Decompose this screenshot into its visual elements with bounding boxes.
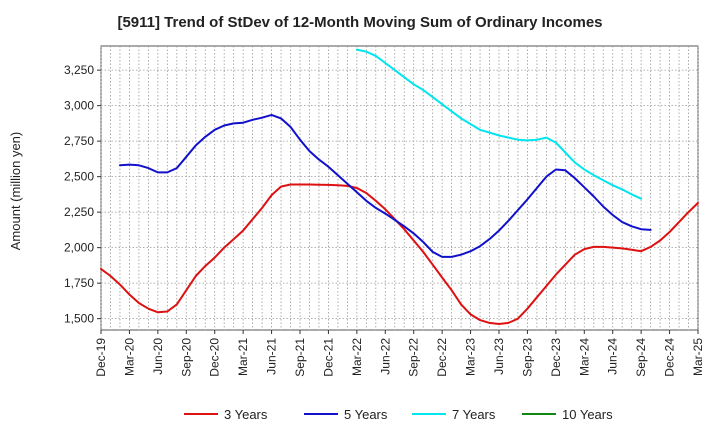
x-tick-label: Mar-20 <box>122 338 136 376</box>
x-tick-label: Dec-20 <box>208 338 222 377</box>
x-tick-label: Mar-22 <box>350 338 364 376</box>
x-tick-label: Jun-22 <box>378 338 392 375</box>
legend-label-3-years: 3 Years <box>224 407 268 422</box>
y-axis-title: Amount (million yen) <box>8 132 23 251</box>
x-tick-label: Mar-24 <box>577 338 591 376</box>
x-tick-label: Sep-24 <box>634 338 648 377</box>
x-tick-label: Sep-23 <box>520 338 534 377</box>
x-tick-label: Dec-24 <box>663 338 677 377</box>
x-axis: Dec-19 Mar-20 Jun-20 Sep-20 Dec-20 Mar-21 Jun-… <box>94 330 705 377</box>
series-line-5-years <box>119 113 652 258</box>
x-tick-label: Jun-21 <box>265 338 279 375</box>
x-tick-label: Jun-24 <box>606 338 620 375</box>
y-tick-label: 3,250 <box>64 63 94 77</box>
plot-border <box>100 45 699 331</box>
x-tick-label: Dec-19 <box>94 338 108 377</box>
x-tick-label: Dec-23 <box>549 338 563 377</box>
x-tick-label: Dec-21 <box>321 338 335 377</box>
x-tick-label: Sep-21 <box>293 338 307 377</box>
y-tick-label: 2,000 <box>64 241 94 255</box>
y-tick-label: 1,500 <box>64 312 94 326</box>
legend-label-7-years: 7 Years <box>452 407 496 422</box>
plot-area <box>101 46 698 330</box>
y-tick-label: 3,000 <box>64 99 94 113</box>
series-line-7-years <box>355 48 643 200</box>
chart-title: [5911] Trend of StDev of 12-Month Moving… <box>117 14 603 31</box>
y-axis: 1,500 1,750 2,000 2,250 2,500 2,750 3,000 3,250 <box>64 63 101 326</box>
x-tick-label: Jun-20 <box>151 338 165 375</box>
y-tick-label: 2,750 <box>64 134 94 148</box>
grid <box>100 46 699 330</box>
x-tick-label: Sep-22 <box>407 338 421 377</box>
y-tick-label: 2,250 <box>64 205 94 219</box>
legend: 3 Years 5 Years 7 Years 10 Years <box>184 407 613 422</box>
x-tick-label: Sep-20 <box>179 338 193 377</box>
y-tick-label: 2,500 <box>64 170 94 184</box>
y-tick-label: 1,750 <box>64 276 94 290</box>
x-tick-label: Mar-25 <box>691 338 705 376</box>
x-tick-label: Mar-23 <box>464 338 478 376</box>
legend-label-5-years: 5 Years <box>344 407 388 422</box>
x-tick-label: Dec-22 <box>435 338 449 377</box>
x-tick-label: Jun-23 <box>492 338 506 375</box>
legend-label-10-years: 10 Years <box>562 407 613 422</box>
series-lines <box>100 48 699 325</box>
x-tick-label: Mar-21 <box>236 338 250 376</box>
